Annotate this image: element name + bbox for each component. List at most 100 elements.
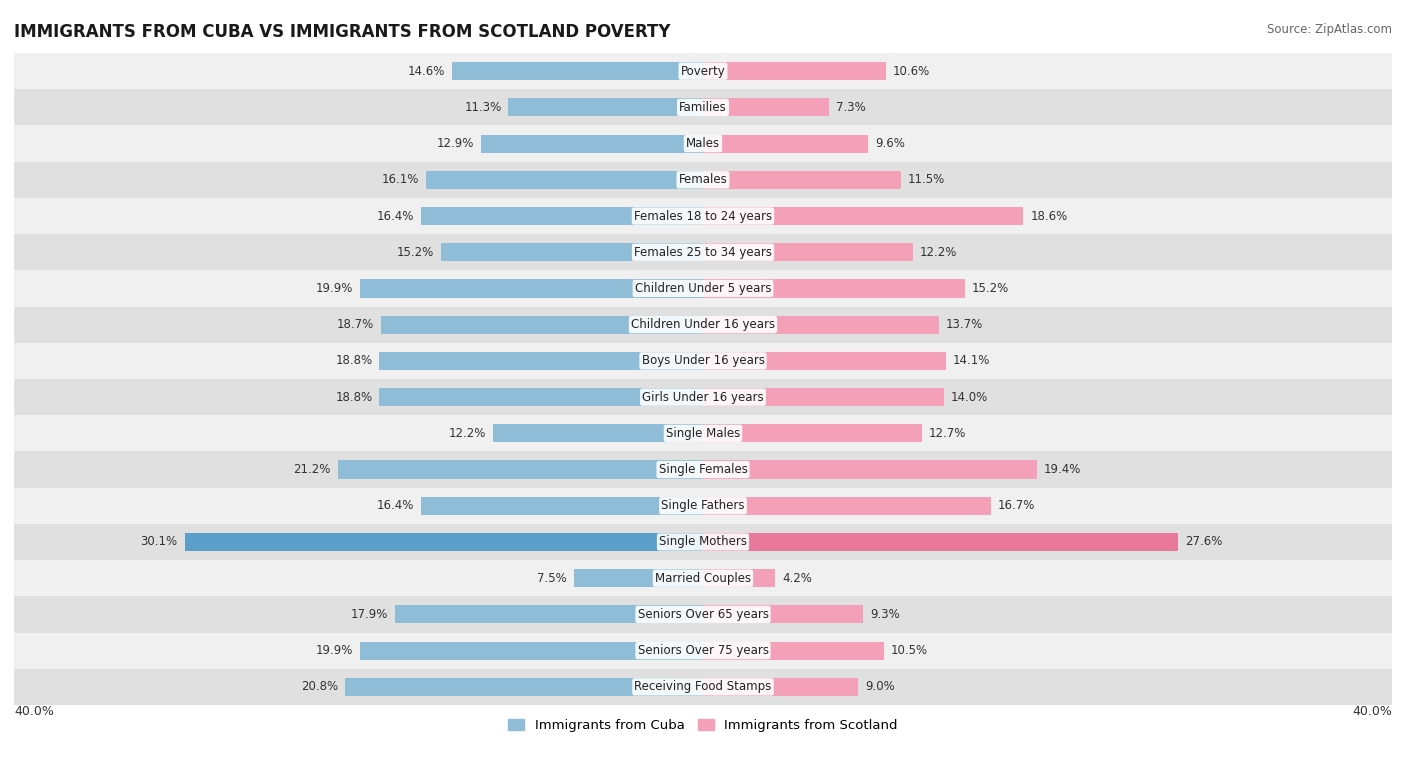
Bar (703, 171, 901, 189)
Bar (703, 641, 884, 659)
Bar (426, 171, 703, 189)
Bar (380, 388, 703, 406)
Text: Children Under 5 years: Children Under 5 years (634, 282, 772, 295)
Text: 27.6%: 27.6% (1185, 535, 1223, 549)
Bar (703, 352, 946, 370)
Text: 14.1%: 14.1% (953, 355, 990, 368)
Bar (14, 271, 1392, 306)
Bar (14, 53, 1392, 89)
Text: 30.1%: 30.1% (141, 535, 177, 549)
Bar (509, 99, 703, 117)
Bar (14, 343, 1392, 379)
Bar (337, 461, 703, 478)
Bar (703, 280, 965, 297)
Text: Single Males: Single Males (666, 427, 740, 440)
Bar (481, 135, 703, 152)
Bar (703, 388, 945, 406)
Text: Boys Under 16 years: Boys Under 16 years (641, 355, 765, 368)
Text: Females 18 to 24 years: Females 18 to 24 years (634, 209, 772, 223)
Text: Males: Males (686, 137, 720, 150)
Legend: Immigrants from Cuba, Immigrants from Scotland: Immigrants from Cuba, Immigrants from Sc… (503, 714, 903, 738)
Bar (14, 198, 1392, 234)
Bar (574, 569, 703, 587)
Bar (420, 496, 703, 515)
Text: 14.0%: 14.0% (950, 390, 988, 403)
Text: 12.2%: 12.2% (449, 427, 486, 440)
Text: 7.3%: 7.3% (835, 101, 865, 114)
Bar (14, 126, 1392, 161)
Bar (14, 306, 1392, 343)
Text: 15.2%: 15.2% (396, 246, 434, 258)
Text: 9.6%: 9.6% (875, 137, 905, 150)
Bar (184, 533, 703, 551)
Text: 40.0%: 40.0% (14, 705, 53, 718)
Text: 4.2%: 4.2% (782, 572, 813, 584)
Text: Seniors Over 75 years: Seniors Over 75 years (637, 644, 769, 657)
Text: 21.2%: 21.2% (294, 463, 330, 476)
Bar (703, 243, 912, 262)
Text: Females: Females (679, 174, 727, 186)
Text: Families: Families (679, 101, 727, 114)
Bar (360, 641, 703, 659)
Text: IMMIGRANTS FROM CUBA VS IMMIGRANTS FROM SCOTLAND POVERTY: IMMIGRANTS FROM CUBA VS IMMIGRANTS FROM … (14, 23, 671, 41)
Text: Females 25 to 34 years: Females 25 to 34 years (634, 246, 772, 258)
Text: 17.9%: 17.9% (350, 608, 388, 621)
Text: 16.1%: 16.1% (381, 174, 419, 186)
Text: 19.9%: 19.9% (316, 282, 353, 295)
Text: 18.8%: 18.8% (335, 355, 373, 368)
Text: 18.8%: 18.8% (335, 390, 373, 403)
Bar (420, 207, 703, 225)
Text: 15.2%: 15.2% (972, 282, 1010, 295)
Text: Source: ZipAtlas.com: Source: ZipAtlas.com (1267, 23, 1392, 36)
Text: Married Couples: Married Couples (655, 572, 751, 584)
Bar (14, 560, 1392, 597)
Bar (14, 669, 1392, 705)
Bar (14, 89, 1392, 126)
Text: Single Females: Single Females (658, 463, 748, 476)
Bar (14, 597, 1392, 632)
Bar (703, 496, 991, 515)
Bar (703, 533, 1178, 551)
Bar (14, 632, 1392, 669)
Text: 7.5%: 7.5% (537, 572, 567, 584)
Text: 10.5%: 10.5% (891, 644, 928, 657)
Bar (451, 62, 703, 80)
Bar (380, 352, 703, 370)
Bar (703, 569, 775, 587)
Bar (14, 487, 1392, 524)
Text: 40.0%: 40.0% (1353, 705, 1392, 718)
Text: 12.9%: 12.9% (436, 137, 474, 150)
Text: 13.7%: 13.7% (946, 318, 983, 331)
Text: 11.5%: 11.5% (908, 174, 945, 186)
Text: 14.6%: 14.6% (408, 64, 444, 77)
Bar (703, 135, 869, 152)
Text: Poverty: Poverty (681, 64, 725, 77)
Text: 9.0%: 9.0% (865, 681, 894, 694)
Bar (494, 424, 703, 443)
Bar (14, 234, 1392, 271)
Text: 19.9%: 19.9% (316, 644, 353, 657)
Text: Children Under 16 years: Children Under 16 years (631, 318, 775, 331)
Text: 12.7%: 12.7% (928, 427, 966, 440)
Bar (703, 424, 922, 443)
Text: 16.7%: 16.7% (997, 500, 1035, 512)
Bar (344, 678, 703, 696)
Bar (14, 379, 1392, 415)
Text: 19.4%: 19.4% (1045, 463, 1081, 476)
Bar (14, 524, 1392, 560)
Text: Girls Under 16 years: Girls Under 16 years (643, 390, 763, 403)
Text: 12.2%: 12.2% (920, 246, 957, 258)
Bar (14, 415, 1392, 452)
Text: Single Mothers: Single Mothers (659, 535, 747, 549)
Text: Single Fathers: Single Fathers (661, 500, 745, 512)
Text: Receiving Food Stamps: Receiving Food Stamps (634, 681, 772, 694)
Text: 11.3%: 11.3% (464, 101, 502, 114)
Bar (703, 461, 1038, 478)
Bar (395, 606, 703, 623)
Bar (703, 315, 939, 334)
Bar (703, 678, 858, 696)
Text: 9.3%: 9.3% (870, 608, 900, 621)
Bar (703, 62, 886, 80)
Bar (703, 207, 1024, 225)
Bar (381, 315, 703, 334)
